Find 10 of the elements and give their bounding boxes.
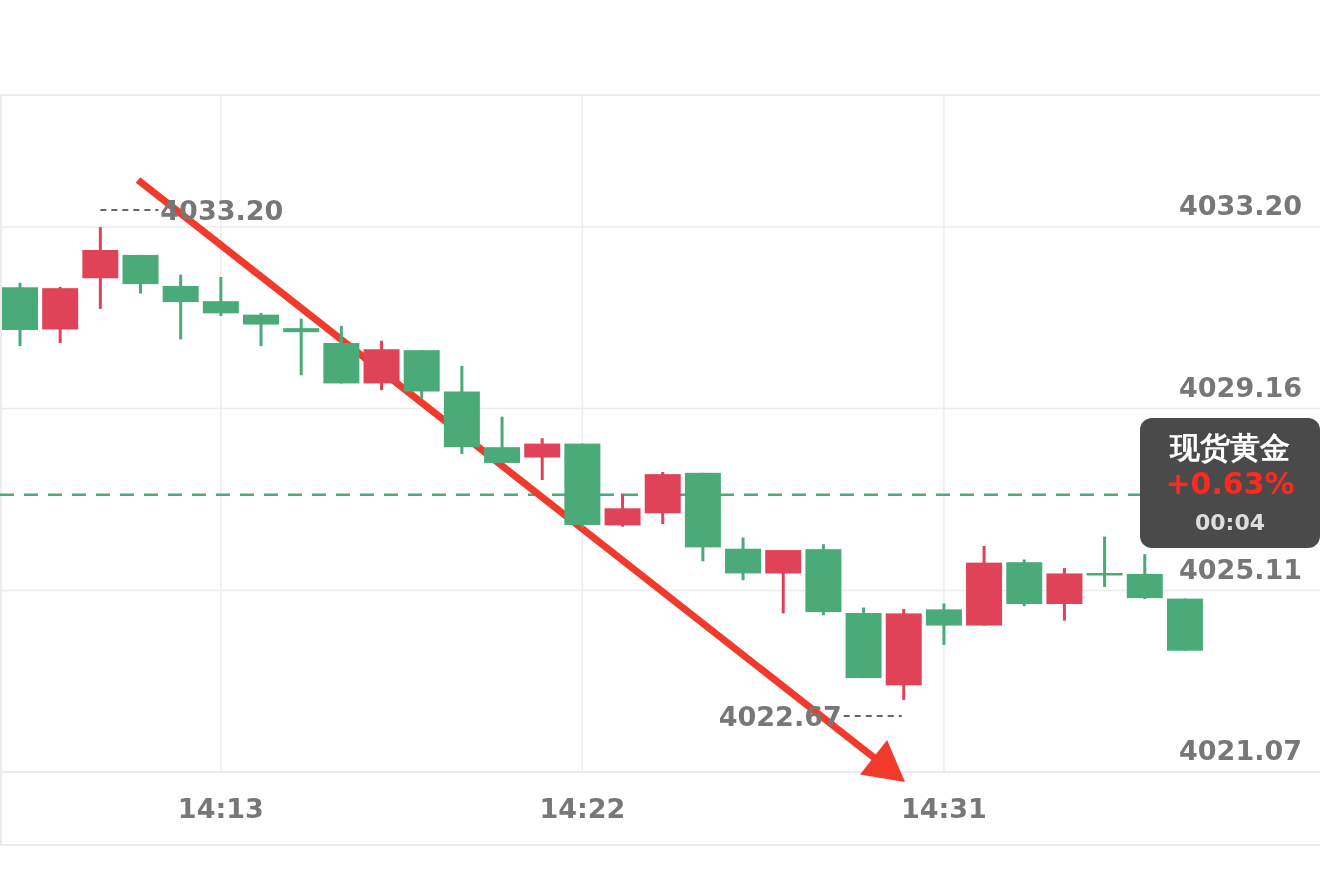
y-tick-label: 4029.16 [1179,371,1302,403]
y-tick-label: 4025.11 [1179,553,1302,585]
x-tick-label: 14:13 [177,793,264,824]
annotation: 现货黄金 [1169,430,1290,465]
annotation: +0.63% [1165,466,1295,501]
x-tick-label: 14:31 [900,793,987,824]
y-tick-label: 4033.20 [1179,190,1302,222]
x-tick-label: 14:22 [539,793,626,824]
y-tick-label: 4021.07 [1179,735,1302,766]
annotation: 00:04 [1194,510,1266,535]
